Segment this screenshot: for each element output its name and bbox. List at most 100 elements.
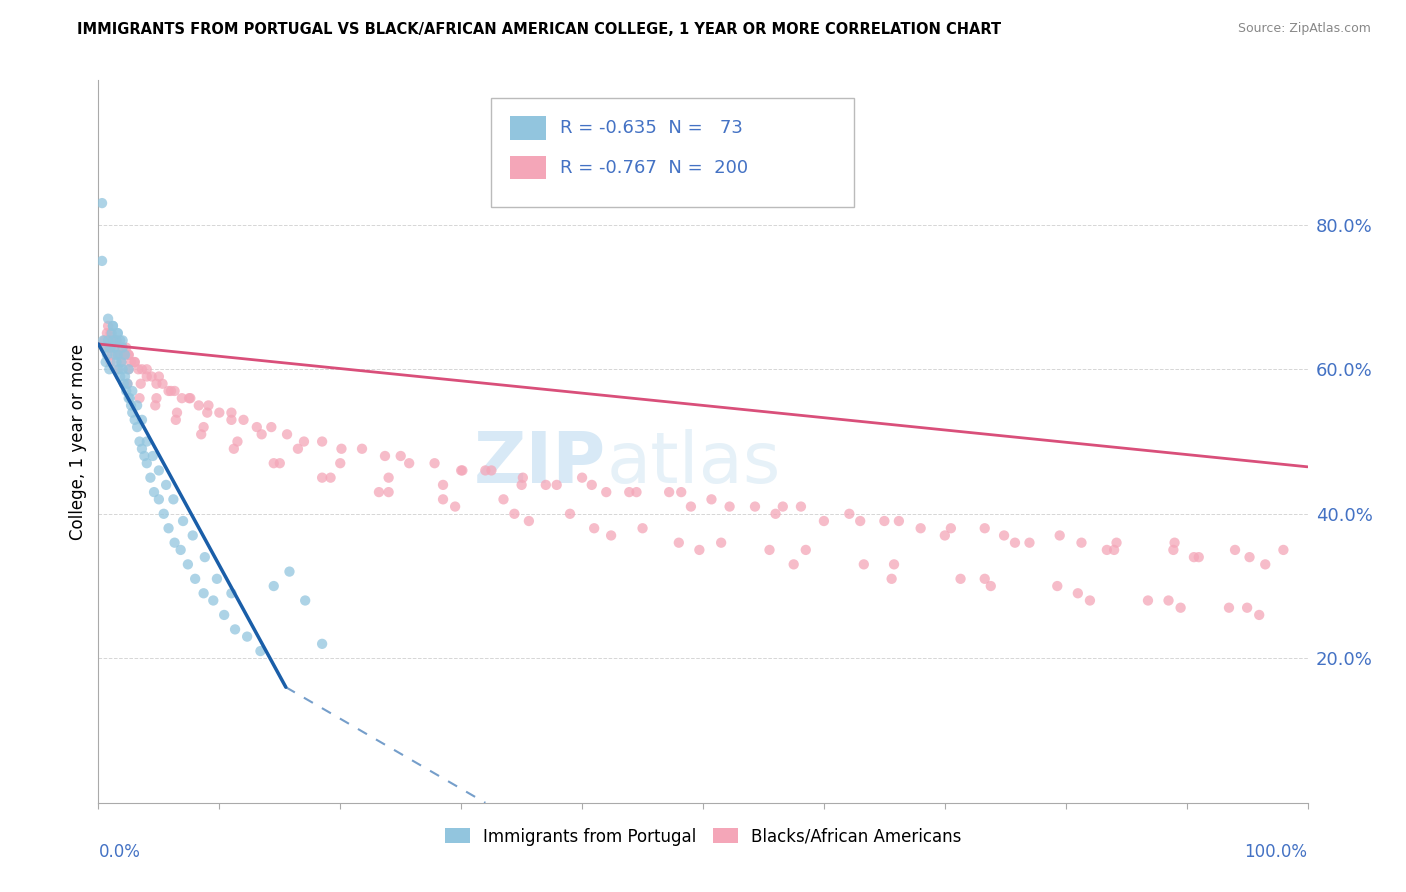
Text: Source: ZipAtlas.com: Source: ZipAtlas.com [1237,22,1371,36]
Point [503,507,526,521]
Point [105,355,128,369]
Point [148,369,170,384]
Point [1046,579,1069,593]
Point [319,470,342,484]
Point [104,334,127,348]
Point [108,369,131,384]
Point [534,478,557,492]
Point [934,528,956,542]
Point [973,572,995,586]
Point [1018,535,1040,549]
Text: ZIP: ZIP [474,429,606,498]
Point [131,442,153,456]
Point [329,456,352,470]
Point [221,586,243,600]
Point [688,542,710,557]
Point [276,427,298,442]
Point [1078,593,1101,607]
Point [177,558,200,572]
Point [131,362,153,376]
Point [311,470,333,484]
Point [118,348,141,362]
Y-axis label: College, 1 year or more: College, 1 year or more [69,343,87,540]
Point [114,369,136,384]
Point [118,391,141,405]
Point [450,463,472,477]
Point [838,507,860,521]
Point [668,535,690,549]
Point [105,334,128,348]
Point [671,485,693,500]
Point [127,398,149,412]
Point [108,334,131,348]
Point [1163,535,1185,549]
Point [1105,535,1128,549]
Point [100,341,122,355]
Point [111,334,134,348]
Point [224,623,246,637]
Point [187,398,209,412]
Point [124,355,146,369]
Point [389,449,412,463]
Point [852,558,875,572]
Point [152,376,174,391]
Point [120,398,142,412]
Point [135,434,157,449]
Point [118,391,141,405]
Point [758,542,780,557]
Point [710,535,733,549]
Point [202,593,225,607]
Point [517,514,540,528]
Point [111,341,134,355]
FancyBboxPatch shape [509,156,546,179]
Point [269,456,291,470]
Point [1102,542,1125,557]
Point [118,348,141,362]
Point [311,434,333,449]
Point [558,507,581,521]
Point [278,565,301,579]
Point [1188,550,1211,565]
Point [108,348,131,362]
Point [97,311,120,326]
Point [205,572,228,586]
Point [163,535,186,549]
Point [120,355,142,369]
Point [121,384,143,398]
Point [512,470,534,484]
Point [107,326,129,340]
Point [287,442,309,456]
Point [101,334,124,348]
Point [91,334,114,348]
Point [631,521,654,535]
Point [973,521,995,535]
Text: atlas: atlas [606,429,780,498]
Point [170,391,193,405]
Point [330,442,353,456]
Point [197,398,219,412]
FancyBboxPatch shape [492,98,855,207]
Point [145,391,167,405]
Point [190,427,212,442]
Point [398,456,420,470]
Point [91,196,114,211]
Text: R = -0.635  N =   73: R = -0.635 N = 73 [561,119,744,137]
Point [107,326,129,340]
Point [1218,600,1240,615]
Point [377,470,399,484]
Point [97,334,120,348]
Point [595,485,617,500]
Point [600,528,623,542]
Point [744,500,766,514]
Text: 0.0%: 0.0% [98,843,141,861]
Point [432,478,454,492]
Point [93,341,115,355]
Point [679,500,702,514]
Point [139,470,162,484]
Point [474,463,496,477]
Point [135,362,157,376]
Point [184,572,207,586]
Point [111,341,134,355]
Point [128,391,150,405]
Point [160,384,183,398]
